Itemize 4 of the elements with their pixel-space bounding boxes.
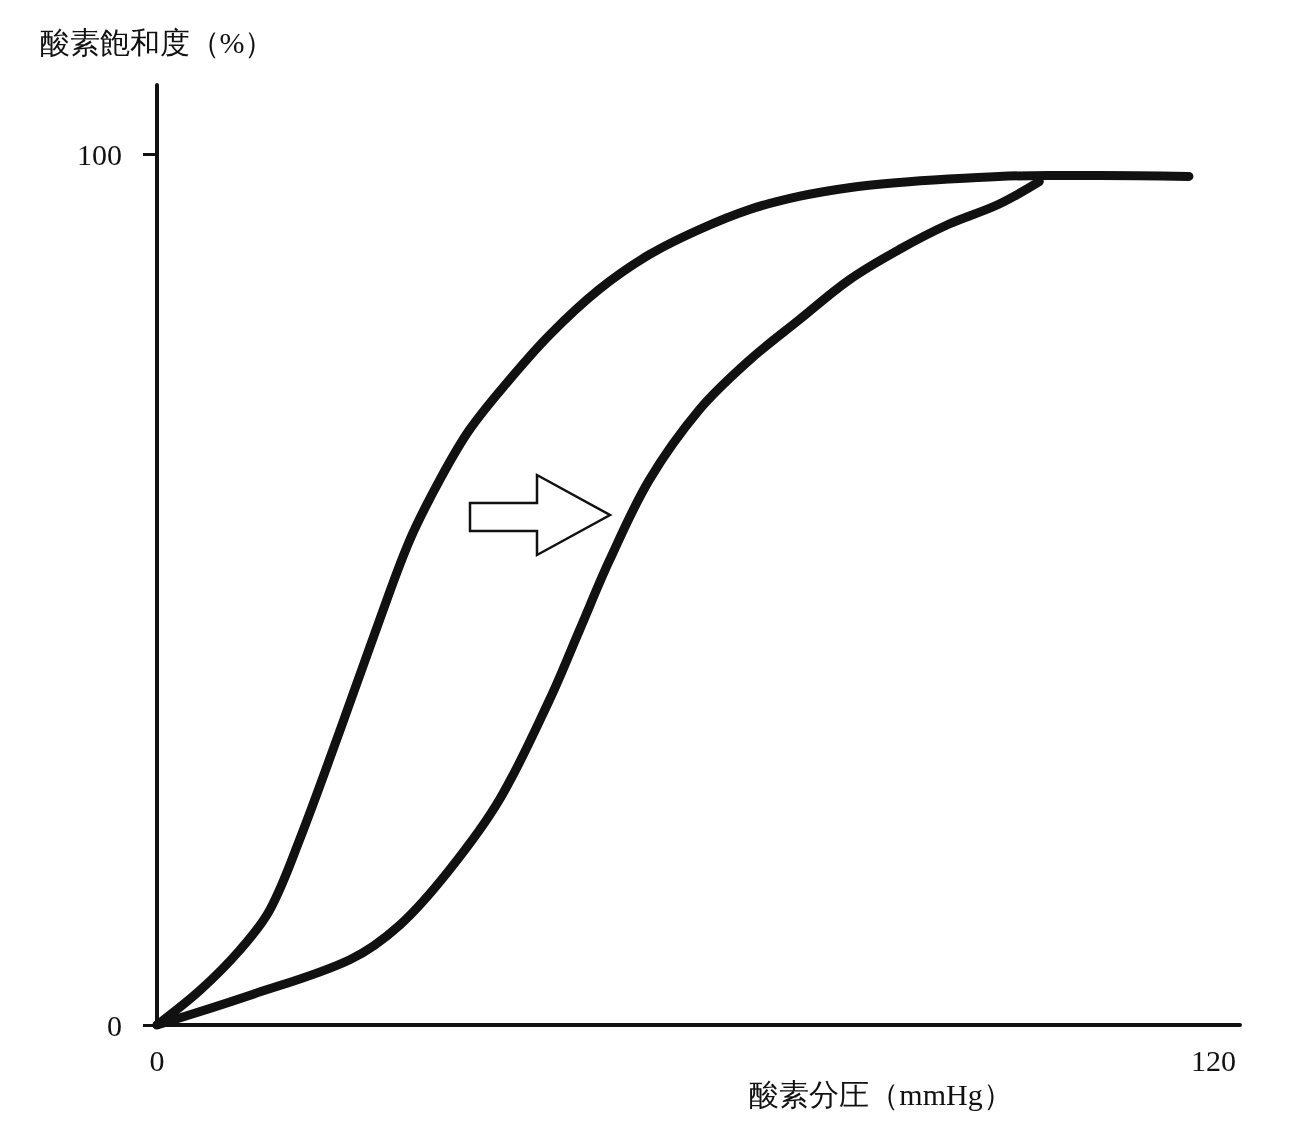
- x-tick-label: 120: [1191, 1043, 1237, 1077]
- y-axis-title: 酸素飽和度（%）: [39, 25, 275, 59]
- x-axis-title: 酸素分圧（mmHg）: [749, 1078, 1013, 1112]
- y-tick-label: 100: [77, 138, 122, 172]
